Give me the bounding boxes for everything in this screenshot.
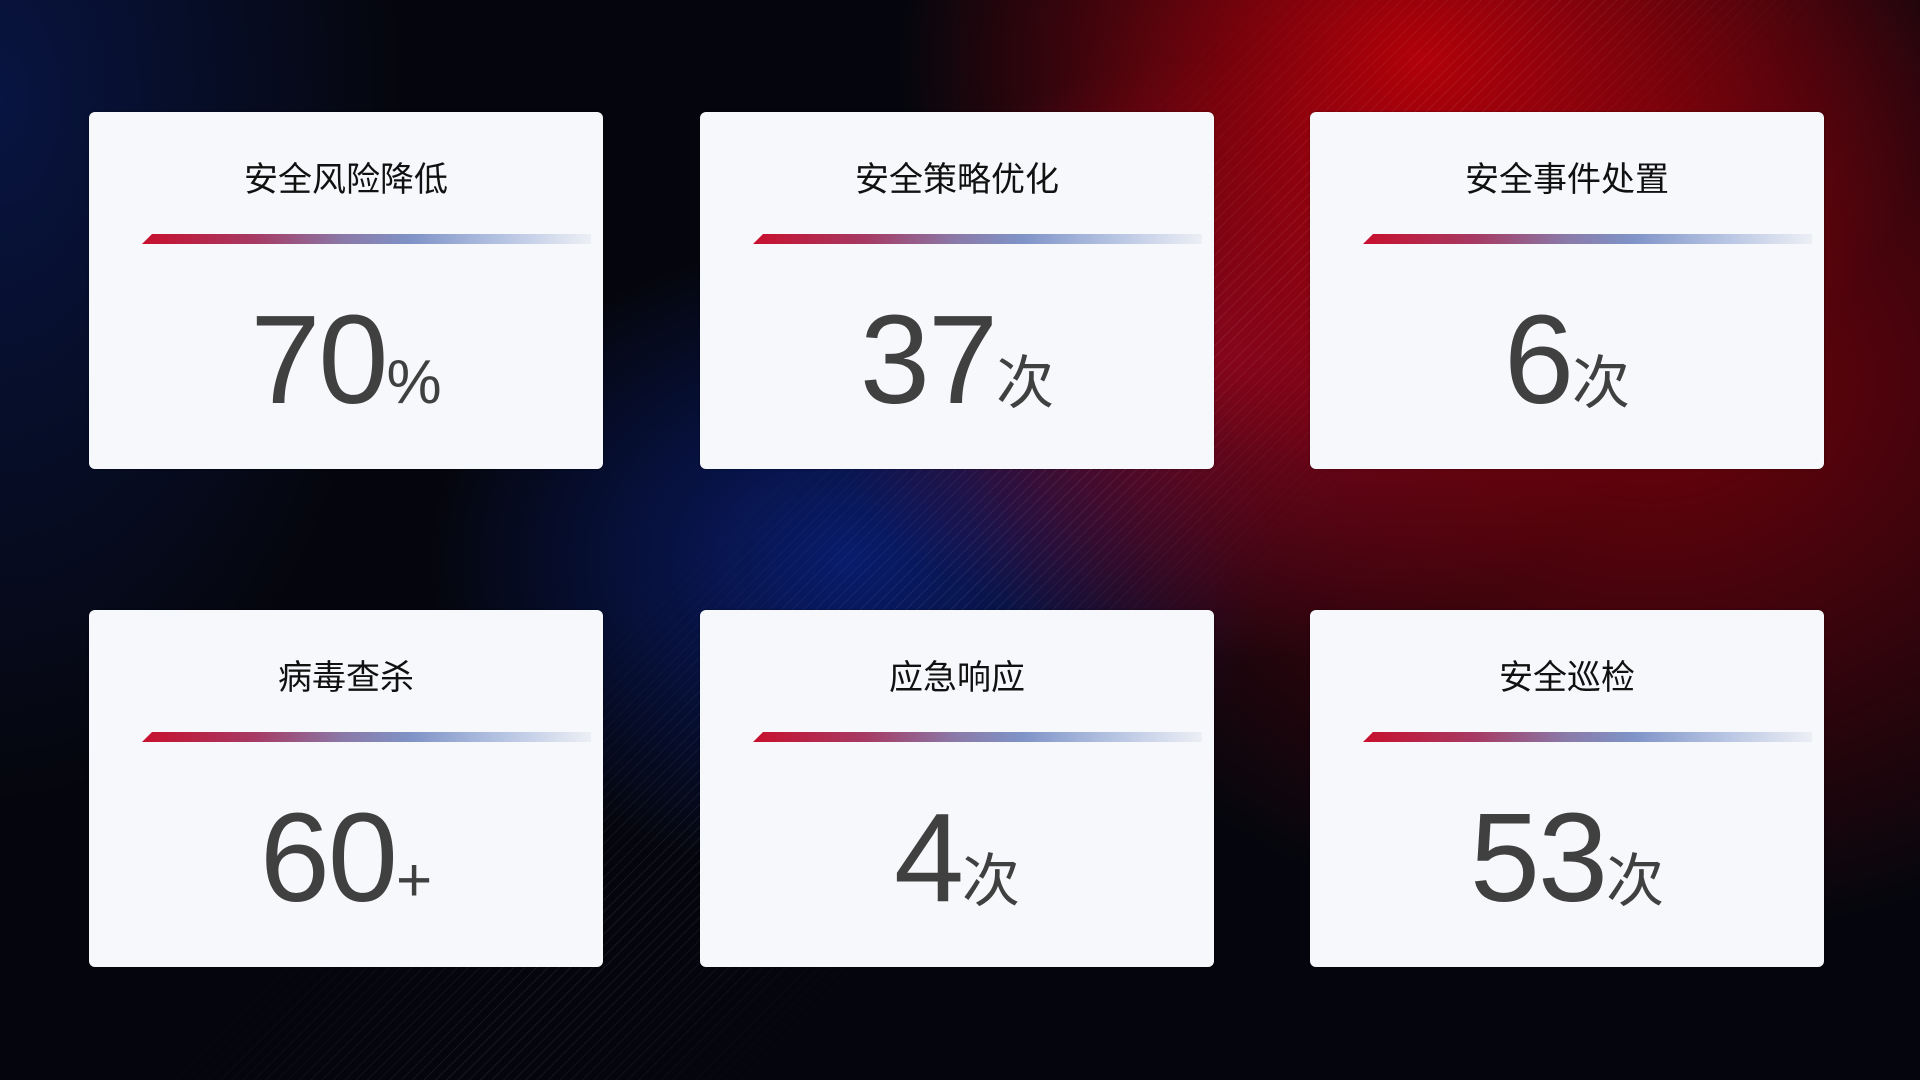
stat-card: 应急响应 4次: [700, 610, 1214, 967]
gradient-divider: [1363, 732, 1812, 742]
stat-value-wrap: 53次: [1310, 785, 1824, 930]
stat-title: 安全巡检: [1499, 658, 1635, 698]
stat-unit: 次: [1572, 349, 1631, 417]
stat-title: 安全事件处置: [1465, 160, 1669, 200]
stat-unit: +: [395, 846, 433, 915]
gradient-divider: [142, 732, 591, 742]
stat-unit: 次: [962, 847, 1021, 915]
stat-value: 4: [893, 787, 964, 928]
stat-value: 60: [259, 787, 398, 928]
gradient-divider: [1363, 234, 1812, 244]
stat-unit: 次: [1606, 847, 1665, 915]
stat-value: 37: [859, 289, 998, 430]
stat-title: 应急响应: [889, 658, 1025, 698]
stat-card: 安全事件处置 6次: [1310, 112, 1824, 469]
stat-card: 病毒查杀 60+: [89, 610, 603, 967]
stat-value: 53: [1469, 787, 1608, 928]
stat-title: 安全策略优化: [855, 160, 1059, 200]
stat-value-wrap: 6次: [1310, 287, 1824, 432]
stat-value-wrap: 37次: [700, 287, 1214, 432]
stat-card: 安全巡检 53次: [1310, 610, 1824, 967]
stat-value-wrap: 70%: [89, 287, 603, 432]
stat-value-wrap: 4次: [700, 785, 1214, 930]
stat-value: 6: [1503, 289, 1574, 430]
stat-card: 安全风险降低 70%: [89, 112, 603, 469]
stat-title: 安全风险降低: [244, 160, 448, 200]
stat-value-wrap: 60+: [89, 785, 603, 930]
gradient-divider: [142, 234, 591, 244]
stat-card: 安全策略优化 37次: [700, 112, 1214, 469]
gradient-divider: [753, 234, 1202, 244]
stat-unit: 次: [996, 349, 1055, 417]
stat-value: 70: [250, 289, 388, 430]
stat-unit: %: [386, 348, 442, 417]
stat-title: 病毒查杀: [278, 658, 414, 698]
gradient-divider: [753, 732, 1202, 742]
